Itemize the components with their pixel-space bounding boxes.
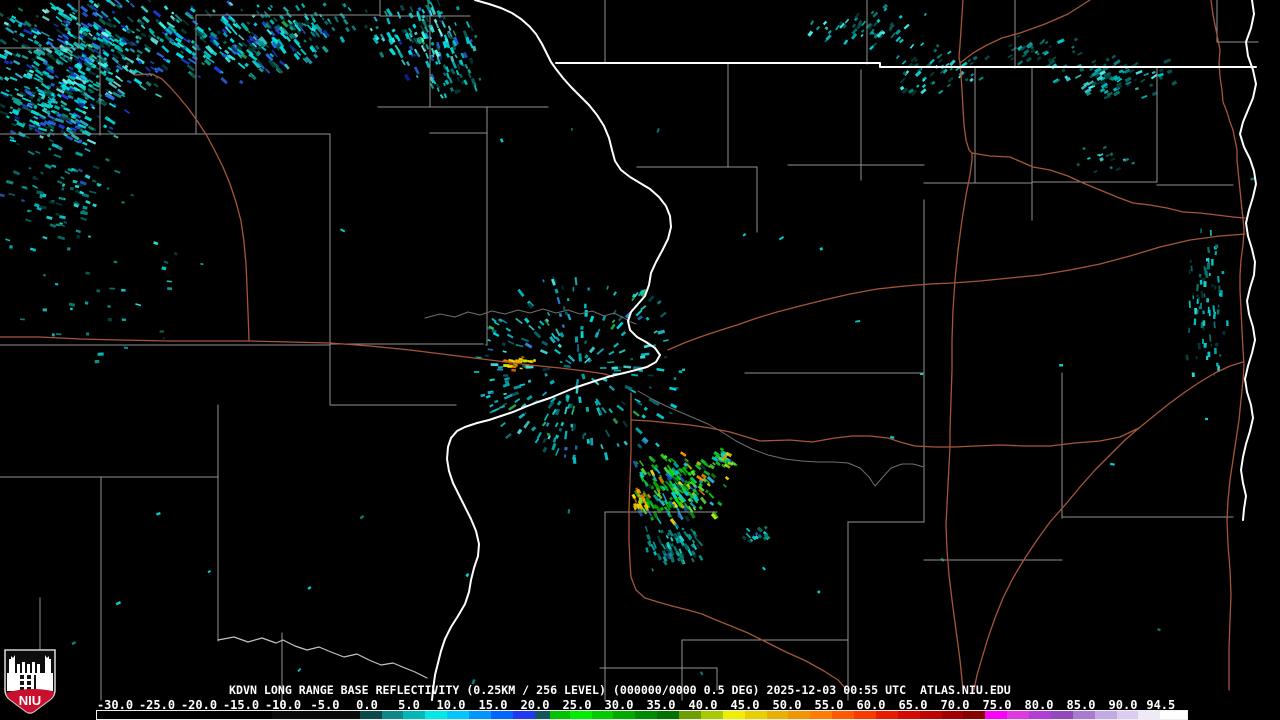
niu-logo-text: NIU <box>19 693 41 708</box>
colorbar-segment <box>569 711 592 719</box>
colorbar-segment <box>788 711 811 719</box>
colorbar-segment <box>766 711 789 719</box>
colorbar-segment <box>963 711 986 719</box>
colorbar-segment <box>832 711 855 719</box>
scale-label: 15.0 <box>478 698 508 712</box>
colorbar-segment <box>403 711 426 719</box>
colorbar-segment <box>854 711 876 719</box>
colorbar-segment <box>490 711 513 719</box>
colorbar-segment <box>1029 711 1051 719</box>
colorbar-segment <box>550 711 570 719</box>
castle-windows <box>20 675 36 690</box>
scale-label: 55.0 <box>814 698 844 712</box>
scale-label: 45.0 <box>730 698 760 712</box>
colorbar-segment <box>919 711 942 719</box>
colorbar-segment <box>591 711 614 719</box>
scale-label: 80.0 <box>1024 698 1054 712</box>
colorbar-segment <box>700 711 723 719</box>
scale-label: 70.0 <box>940 698 970 712</box>
scale-label: 5.0 <box>398 698 420 712</box>
scale-label: 75.0 <box>982 698 1012 712</box>
colorbar-segment <box>875 711 898 719</box>
layer-missouri-border <box>217 636 428 679</box>
colorbar-segment <box>810 711 833 719</box>
colorbar-segment <box>744 711 767 719</box>
colorbar-segment <box>1050 711 1073 719</box>
scale-label: 90.0 <box>1108 698 1138 712</box>
colorbar-segment <box>941 711 964 719</box>
colorbar-segment <box>1138 711 1161 719</box>
scale-label-row: -30.0 -25.0 -20.0 -15.0 -10.0 -5.0 0.0 5.0 10.0 1… <box>0 698 1280 712</box>
colorbar-segment <box>425 711 448 719</box>
niu-red-band <box>6 688 54 713</box>
scale-label: 65.0 <box>898 698 928 712</box>
colorbar-segment <box>635 711 658 719</box>
colorbar-segment <box>897 711 920 719</box>
map-boundaries <box>0 0 1259 701</box>
scale-label: 35.0 <box>646 698 676 712</box>
colorbar-segment <box>657 711 680 719</box>
scale-label: -5.0 <box>310 698 340 712</box>
colorbar-segment <box>272 711 360 719</box>
layer-roads <box>0 0 1246 691</box>
reflectivity-echoes <box>0 0 1256 685</box>
colorbar-segment <box>381 711 404 719</box>
scale-label: -15.0 <box>222 698 260 712</box>
colorbar-segment <box>1094 711 1117 719</box>
colorbar-segment <box>985 711 1008 719</box>
colorbar-segment <box>359 711 382 719</box>
scale-label: 0.0 <box>356 698 378 712</box>
layer-gray-rivers <box>424 308 925 487</box>
scale-label: 10.0 <box>436 698 466 712</box>
layer-county <box>0 0 1259 701</box>
colorbar-segment <box>1007 711 1030 719</box>
scale-label: 25.0 <box>562 698 592 712</box>
colorbar-segment <box>613 711 636 719</box>
layer-state-borders <box>431 0 1257 701</box>
scale-label: -10.0 <box>264 698 302 712</box>
scale-label: 60.0 <box>856 698 886 712</box>
niu-logo: NIU <box>4 649 56 714</box>
scale-label: -20.0 <box>180 698 218 712</box>
colorbar-segment <box>1160 711 1187 719</box>
reflectivity-colorbar <box>96 710 1188 720</box>
colorbar-segment <box>1116 711 1139 719</box>
scale-label: 20.0 <box>520 698 550 712</box>
colorbar-segment <box>534 711 551 719</box>
colorbar-segment <box>1072 711 1095 719</box>
scale-label: 30.0 <box>604 698 634 712</box>
colorbar-segment <box>447 711 470 719</box>
colorbar-segment <box>97 711 273 719</box>
colorbar-segment <box>469 711 491 719</box>
colorbar-segment <box>679 711 701 719</box>
scale-label: 85.0 <box>1066 698 1096 712</box>
colorbar-segment <box>722 711 745 719</box>
scale-label: -25.0 <box>138 698 176 712</box>
scale-label: 94.5 <box>1146 698 1176 712</box>
scale-label: 40.0 <box>688 698 718 712</box>
scale-label: -30.0 <box>96 698 134 712</box>
product-title: KDVN LONG RANGE BASE REFLECTIVITY (0.25K… <box>229 683 1011 697</box>
colorbar-segment <box>512 711 535 719</box>
scale-label: 50.0 <box>772 698 802 712</box>
